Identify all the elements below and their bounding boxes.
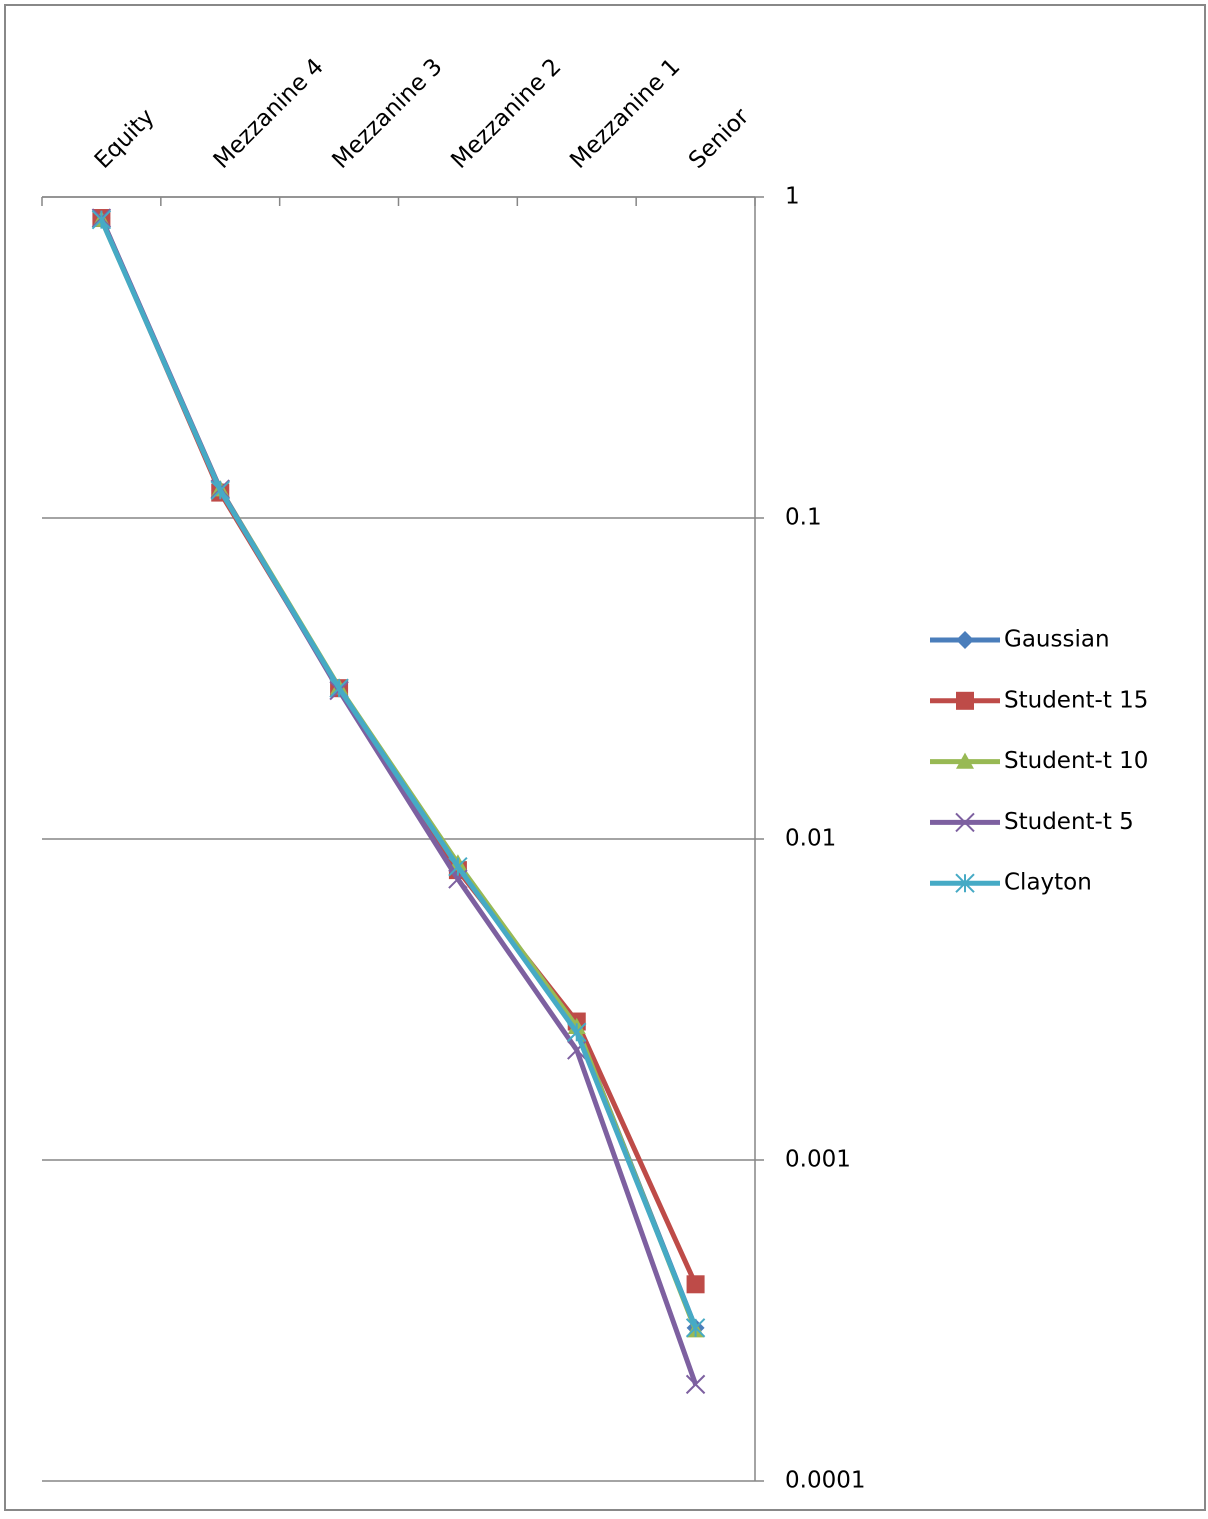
legend-marker (955, 873, 975, 893)
data-point (685, 1374, 706, 1395)
legend-marker (956, 752, 974, 769)
y-tick-label: 1 (785, 184, 800, 210)
y-tick-label: 0.001 (785, 1147, 851, 1173)
data-point (448, 856, 468, 877)
legend-marker (956, 631, 974, 649)
data-point (686, 1275, 705, 1294)
data-point (329, 678, 349, 698)
data-point (567, 1022, 587, 1042)
legend-label: Gaussian (1004, 627, 1110, 653)
legend-label: Student-t 10 (1004, 748, 1148, 774)
legend-label: Clayton (1004, 870, 1092, 896)
y-tick-label: 0.1 (785, 505, 822, 531)
legend-label: Student-t 5 (1004, 809, 1134, 835)
legend-marker (955, 812, 975, 833)
data-point (685, 1318, 706, 1338)
data-point (91, 209, 112, 230)
y-tick-label: 0.01 (785, 826, 836, 852)
series-line (99, 218, 698, 1329)
legend-marker (956, 691, 974, 710)
chart-border (4, 4, 1206, 1511)
y-tick-label: 0.0001 (785, 1468, 865, 1494)
legend-label: Student-t 15 (1004, 687, 1148, 713)
data-point (210, 480, 230, 500)
